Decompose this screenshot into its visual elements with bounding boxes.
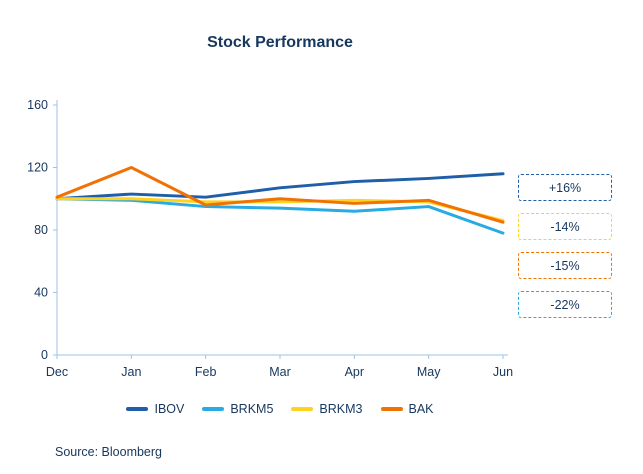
x-tick-label: Mar [269, 365, 291, 379]
legend-line-ibov [126, 407, 149, 411]
series-line-bak [55, 166, 505, 224]
legend-line-bak [380, 407, 403, 411]
x-tick-label: Jun [493, 365, 513, 379]
legend-item-ibov: IBOV [126, 402, 184, 416]
y-tick-label: 120 [27, 161, 48, 175]
annotation-brkm5: -22% [518, 291, 612, 318]
annotation-brkm3: -14% [518, 213, 612, 240]
chart-legend: IBOV BRKM5 BRKM3 BAK [0, 402, 560, 416]
annotation-brkm3-label: -14% [550, 219, 580, 234]
series-line-ibov [55, 172, 505, 201]
annotation-boxes: +16% -14% -15% -22% [518, 174, 612, 318]
y-tick-label: 160 [27, 98, 48, 112]
legend-line-brkm5 [202, 407, 225, 411]
x-tick-label: Apr [345, 365, 364, 379]
annotation-ibov: +16% [518, 174, 612, 201]
x-tick-label: Dec [46, 365, 68, 379]
legend-label-brkm3: BRKM3 [319, 402, 363, 416]
chart-title: Stock Performance [207, 34, 353, 51]
x-tick-label: May [417, 365, 441, 379]
y-tick-label: 40 [34, 286, 48, 300]
source-note: Source: Bloomberg [55, 445, 163, 459]
y-tick-label: 0 [41, 348, 48, 362]
y-tick-label: 80 [34, 223, 48, 237]
legend-line-brkm3 [291, 407, 314, 411]
legend-item-brkm3: BRKM3 [291, 402, 363, 416]
x-tick-label: Jan [121, 365, 141, 379]
line-chart: 0 40 80 120 160 Dec Jan Feb Mar Apr May Jun [27, 98, 513, 379]
legend-label-brkm5: BRKM5 [230, 402, 274, 416]
annotation-brkm5-label: -22% [550, 297, 580, 312]
x-tick-label: Feb [195, 365, 217, 379]
legend-label-bak: BAK [408, 402, 434, 416]
legend-item-brkm5: BRKM5 [202, 402, 273, 416]
annotation-bak-label: -15% [550, 258, 580, 273]
annotation-bak: -15% [518, 252, 612, 279]
legend-label-ibov: IBOV [154, 402, 185, 416]
series-line-brkm5 [55, 197, 505, 235]
annotation-ibov-label: +16% [548, 180, 582, 195]
legend-item-bak: BAK [380, 402, 434, 416]
